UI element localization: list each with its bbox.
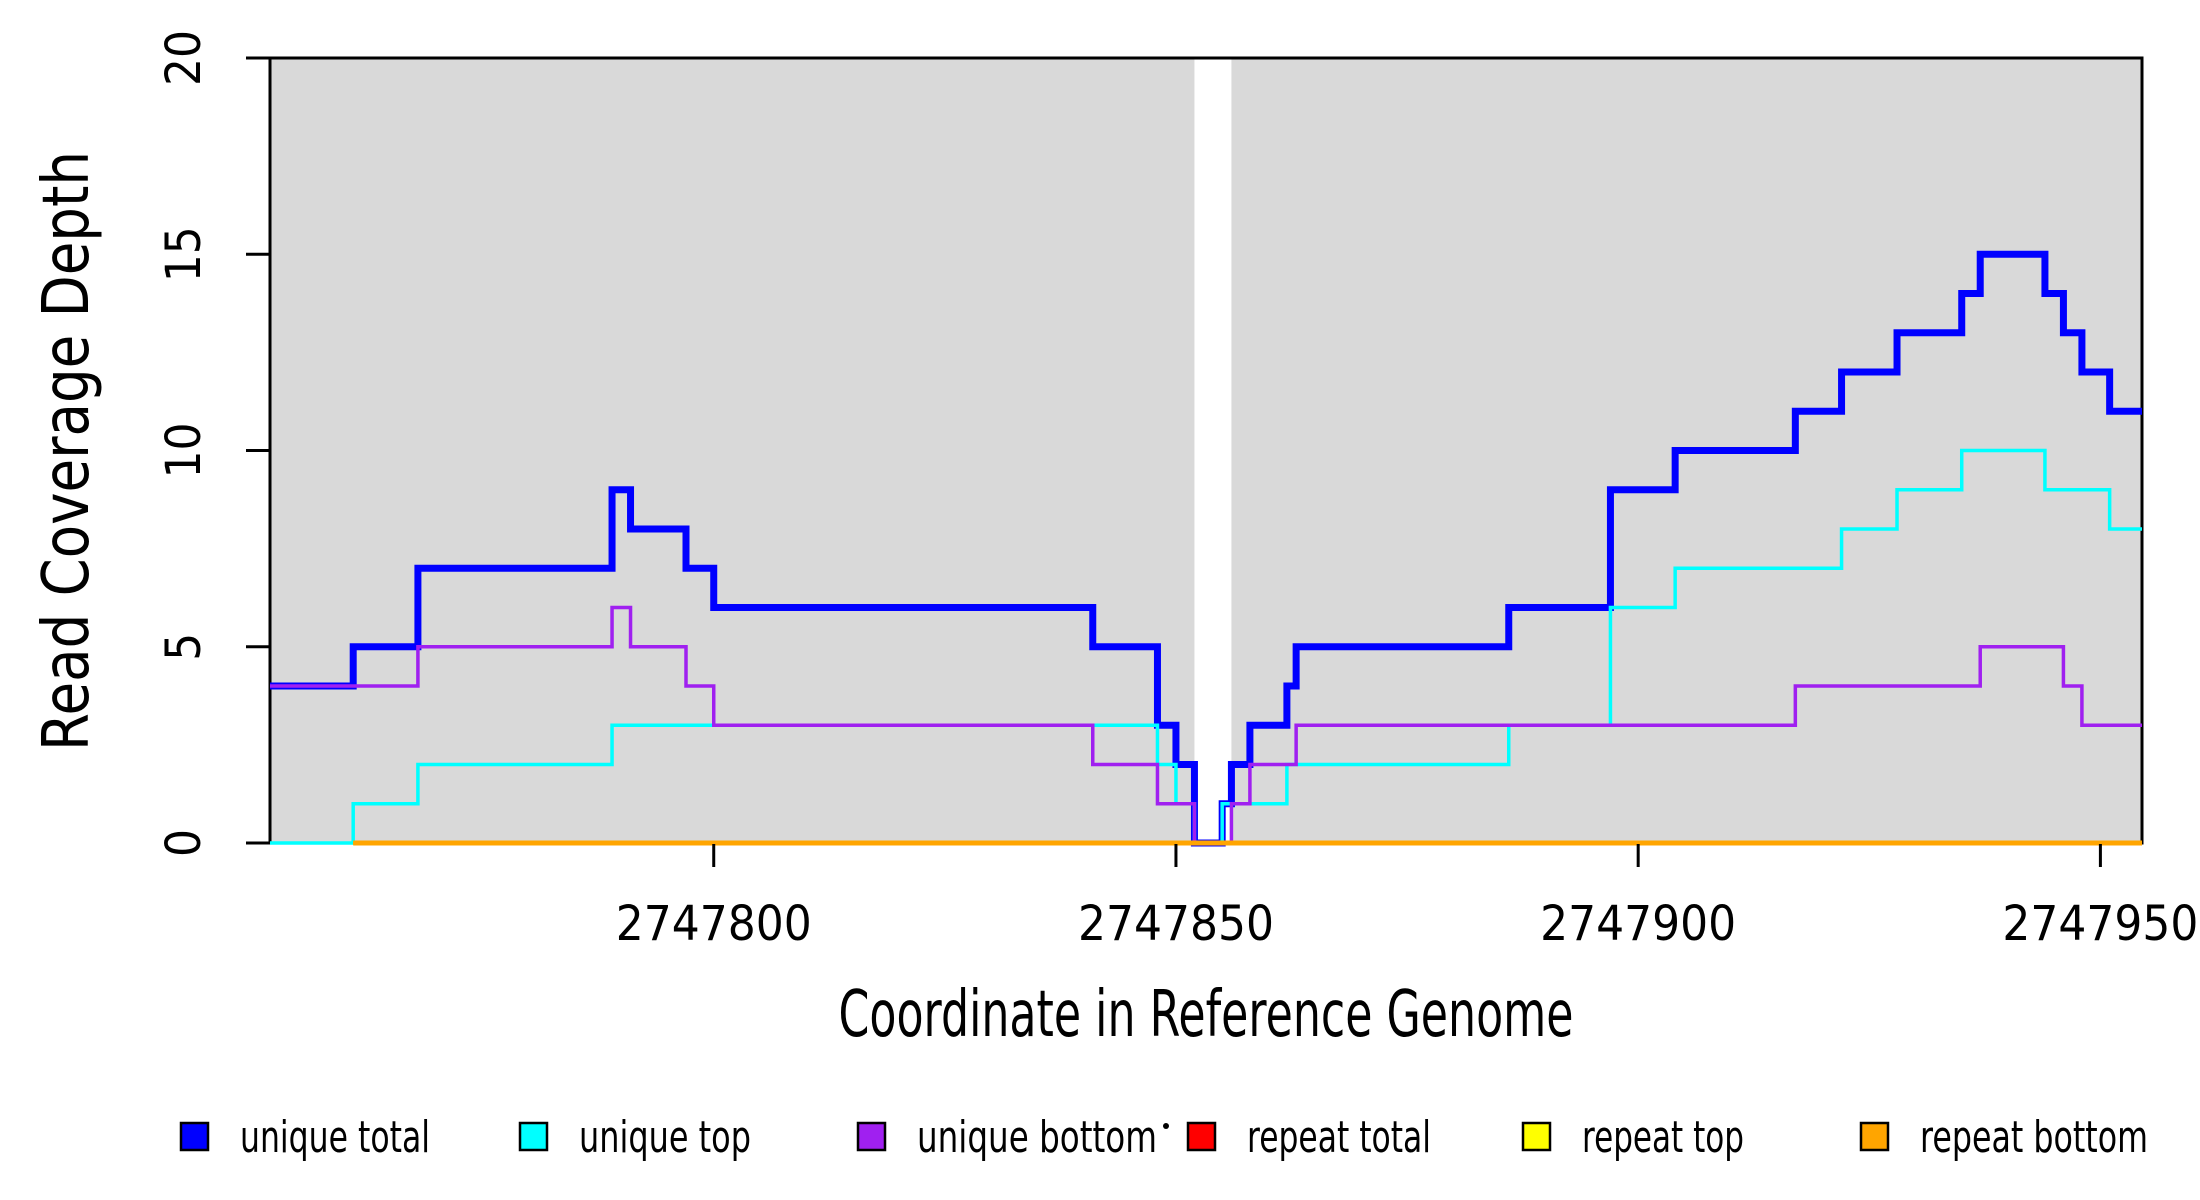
plot-background (270, 58, 2142, 843)
x-axis-title: Coordinate in Reference Genome (839, 978, 1574, 1052)
legend-label: unique total (240, 1112, 430, 1163)
y-tick-label: 0 (156, 829, 212, 857)
series-unique-top (270, 448, 2142, 845)
background-band (270, 58, 1195, 843)
stray-mark (1163, 1123, 1169, 1129)
x-tick-label: 2747850 (1078, 896, 1274, 952)
repeat-top-swatch-icon (1521, 1121, 1552, 1152)
x-tick-label: 2747800 (616, 896, 812, 952)
y-tick-label: 10 (156, 423, 212, 479)
legend-item: repeat top (1521, 1112, 1744, 1163)
unique-bottom-swatch-icon (856, 1121, 887, 1152)
y-tick-label: 15 (156, 226, 212, 282)
x-tick-label: 2747900 (1540, 896, 1736, 952)
legend-label: repeat top (1582, 1112, 1744, 1163)
legend-item: unique top (518, 1112, 751, 1163)
legend: unique total unique top unique bottom re… (179, 1112, 2148, 1163)
ticks-layer: 2747800 2747850 2747900 2747950 0 5 10 15 20 (156, 30, 2198, 952)
legend-label: repeat total (1247, 1112, 1431, 1163)
series-unique-total (270, 250, 2142, 847)
x-tick-label: 2747950 (2002, 896, 2198, 952)
legend-item: repeat bottom (1859, 1112, 2148, 1163)
unique-total-swatch-icon (179, 1121, 210, 1152)
legend-item: repeat total (1186, 1112, 1431, 1163)
legend-label: unique bottom (917, 1112, 1157, 1163)
y-tick-label: 20 (156, 30, 212, 86)
legend-item: unique bottom (856, 1112, 1157, 1163)
repeat-bottom-swatch-icon (1859, 1121, 1890, 1152)
legend-item: unique total (179, 1112, 430, 1163)
unique-top-swatch-icon (518, 1121, 549, 1152)
repeat-total-swatch-icon (1186, 1121, 1217, 1152)
series-layer (270, 250, 2142, 847)
y-tick-label: 5 (156, 633, 212, 661)
series-unique-bottom (270, 605, 2142, 845)
y-axis-title: Read Coverage Depth (30, 151, 104, 751)
legend-label: repeat bottom (1920, 1112, 2148, 1163)
legend-label: unique top (579, 1112, 751, 1163)
